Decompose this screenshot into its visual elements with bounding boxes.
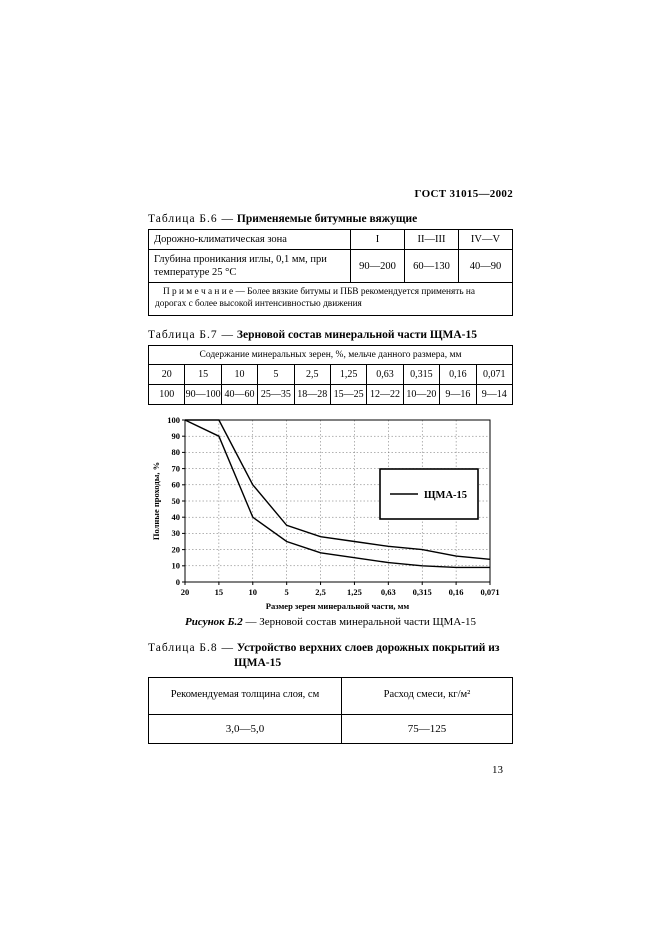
y-tick-label: 80: [172, 447, 181, 457]
x-tick-label: 20: [181, 587, 190, 597]
t6-zone-3: IV—V: [458, 228, 513, 251]
table-row: П р и м е ч а н и е — Более вязкие битум…: [148, 282, 513, 316]
t7-value-cell: 15—25: [329, 383, 368, 405]
t7-value-cell: 25—35: [257, 383, 295, 405]
table-b8-label: Таблица Б.8 —: [148, 641, 235, 654]
table-b7: Содержание минеральных зерен, %, мельче …: [147, 344, 514, 405]
y-tick-label: 0: [176, 576, 180, 586]
t7-size-cell: 1,25: [329, 363, 368, 385]
t6-value-3: 40—90: [458, 249, 513, 284]
x-tick-label: 5: [285, 587, 289, 597]
table-b8: Рекомендуемая толщина слоя, см Расход см…: [148, 676, 513, 744]
x-tick-label: 10: [249, 587, 258, 597]
doc-code: ГОСТ 31015—2002: [414, 188, 513, 200]
t6-zone-label: Дорожно-климатическая зона: [148, 228, 351, 251]
y-tick-label: 90: [172, 431, 181, 441]
t7-size-cell: 2,5: [293, 363, 331, 385]
t7-value-cell: 18—28: [293, 383, 331, 405]
table-b6: Дорожно-климатическая зона I II—III IV—V…: [148, 228, 513, 316]
t7-value-cell: 9—16: [439, 383, 477, 405]
t6-depth-label: Глубина проникания иглы, 0,1 мм, при тем…: [148, 249, 351, 284]
y-tick-label: 60: [172, 479, 181, 489]
t6-note: П р и м е ч а н и е — Более вязкие битум…: [148, 282, 513, 316]
t7-value-cell: 40—60: [220, 383, 259, 405]
figure-label: Рисунок Б.2: [185, 615, 243, 628]
t7-size-cell: 5: [257, 363, 295, 385]
x-tick-label: 0,16: [449, 587, 464, 597]
document-page: ГОСТ 31015—2002 Таблица Б.6 — Применяемы…: [147, 188, 514, 776]
x-tick-label: 0,315: [413, 587, 432, 597]
y-tick-label: 20: [172, 544, 181, 554]
t7-size-cell: 0,315: [402, 363, 441, 385]
t7-size-cell: 15: [184, 363, 222, 385]
t6-value-1: 90—200: [350, 249, 405, 284]
figure-b2-chart: 0 10 20 30 40 50 60 70 80 90 100 20 15 10 5 2,5 1,25 0,63…: [148, 417, 513, 613]
table-b8-title: Таблица Б.8 — Устройство верхних слоев д…: [148, 641, 513, 672]
figure-b2-caption: Рисунок Б.2 — Зерновой состав минерально…: [148, 616, 513, 628]
t7-size-cell: 20: [147, 363, 186, 385]
legend-label: ЩМА-15: [424, 490, 467, 501]
x-tick-label: 2,5: [315, 587, 326, 597]
t7-size-cell: 10: [220, 363, 259, 385]
t8-col2-header: Расход смеси, кг/м²: [341, 676, 513, 715]
t7-value-cell: 10—20: [402, 383, 441, 405]
page-number: 13: [492, 763, 503, 776]
t8-col2-value: 75—125: [341, 713, 513, 744]
t8-col1-header: Рекомендуемая толщина слоя, см: [148, 676, 342, 715]
table-b7-title: Таблица Б.7 — Зерновой состав минерально…: [148, 329, 513, 341]
y-tick-label: 30: [172, 528, 181, 538]
table-row: Глубина проникания иглы, 0,1 мм, при тем…: [148, 249, 513, 284]
x-tick-label: 15: [215, 587, 224, 597]
t7-header: Содержание минеральных зерен, %, мельче …: [148, 344, 513, 365]
table-row: Рекомендуемая толщина слоя, см Расход см…: [148, 676, 513, 715]
t6-zone-1: I: [350, 228, 405, 251]
x-tick-label: 1,25: [347, 587, 362, 597]
y-tick-label: 70: [172, 463, 181, 473]
t7-value-cell: 100: [147, 383, 186, 405]
table-row: 20 15 10 5 2,5 1,25 0,63 0,315 0,16 0,07…: [147, 363, 514, 385]
figure-caption-text: — Зерновой состав минеральной части ЩМА-…: [245, 615, 476, 628]
table-row: 100 90—100 40—60 25—35 18—28 15—25 12—22…: [147, 383, 514, 405]
table-b7-name: Зерновой состав минеральной части ЩМА-15: [236, 328, 478, 341]
y-axis-title: Полные проходы, %: [151, 461, 161, 539]
table-b6-title: Таблица Б.6 — Применяемые битумные вяжущ…: [148, 213, 513, 225]
grain-size-chart: 0 10 20 30 40 50 60 70 80 90 100 20 15 10 5 2,5 1,25 0,63…: [151, 417, 500, 611]
table-row: Дорожно-климатическая зона I II—III IV—V: [148, 228, 513, 251]
t8-col1-value: 3,0—5,0: [148, 713, 342, 744]
t7-size-cell: 0,63: [366, 363, 404, 385]
y-tick-label: 40: [172, 512, 181, 522]
x-tick-label: 0,071: [480, 587, 499, 597]
table-b6-name: Применяемые битумные вяжущие: [236, 213, 418, 225]
t7-size-cell: 0,071: [475, 363, 514, 385]
table-b8-name: Устройство верхних слоев дорожных покрыт…: [234, 641, 500, 670]
t7-size-cell: 0,16: [439, 363, 477, 385]
y-tick-label: 10: [172, 560, 181, 570]
y-tick-label: 100: [167, 417, 180, 425]
table-b7-label: Таблица Б.7 —: [148, 328, 235, 341]
t7-value-cell: 9—14: [475, 383, 514, 405]
t6-zone-2: II—III: [404, 228, 459, 251]
envelope-curve: [184, 418, 490, 568]
envelope-curve: [185, 418, 491, 560]
t7-value-cell: 12—22: [366, 383, 404, 405]
x-tick-label: 0,63: [381, 587, 396, 597]
table-b6-label: Таблица Б.6 —: [148, 213, 235, 225]
y-tick-label: 50: [172, 495, 181, 505]
t7-value-cell: 90—100: [184, 383, 222, 405]
x-axis-title: Размер зерен минеральной части, мм: [266, 601, 410, 611]
table-row: Содержание минеральных зерен, %, мельче …: [148, 344, 513, 365]
t6-value-2: 60—130: [404, 249, 459, 284]
table-row: 3,0—5,0 75—125: [148, 713, 513, 744]
